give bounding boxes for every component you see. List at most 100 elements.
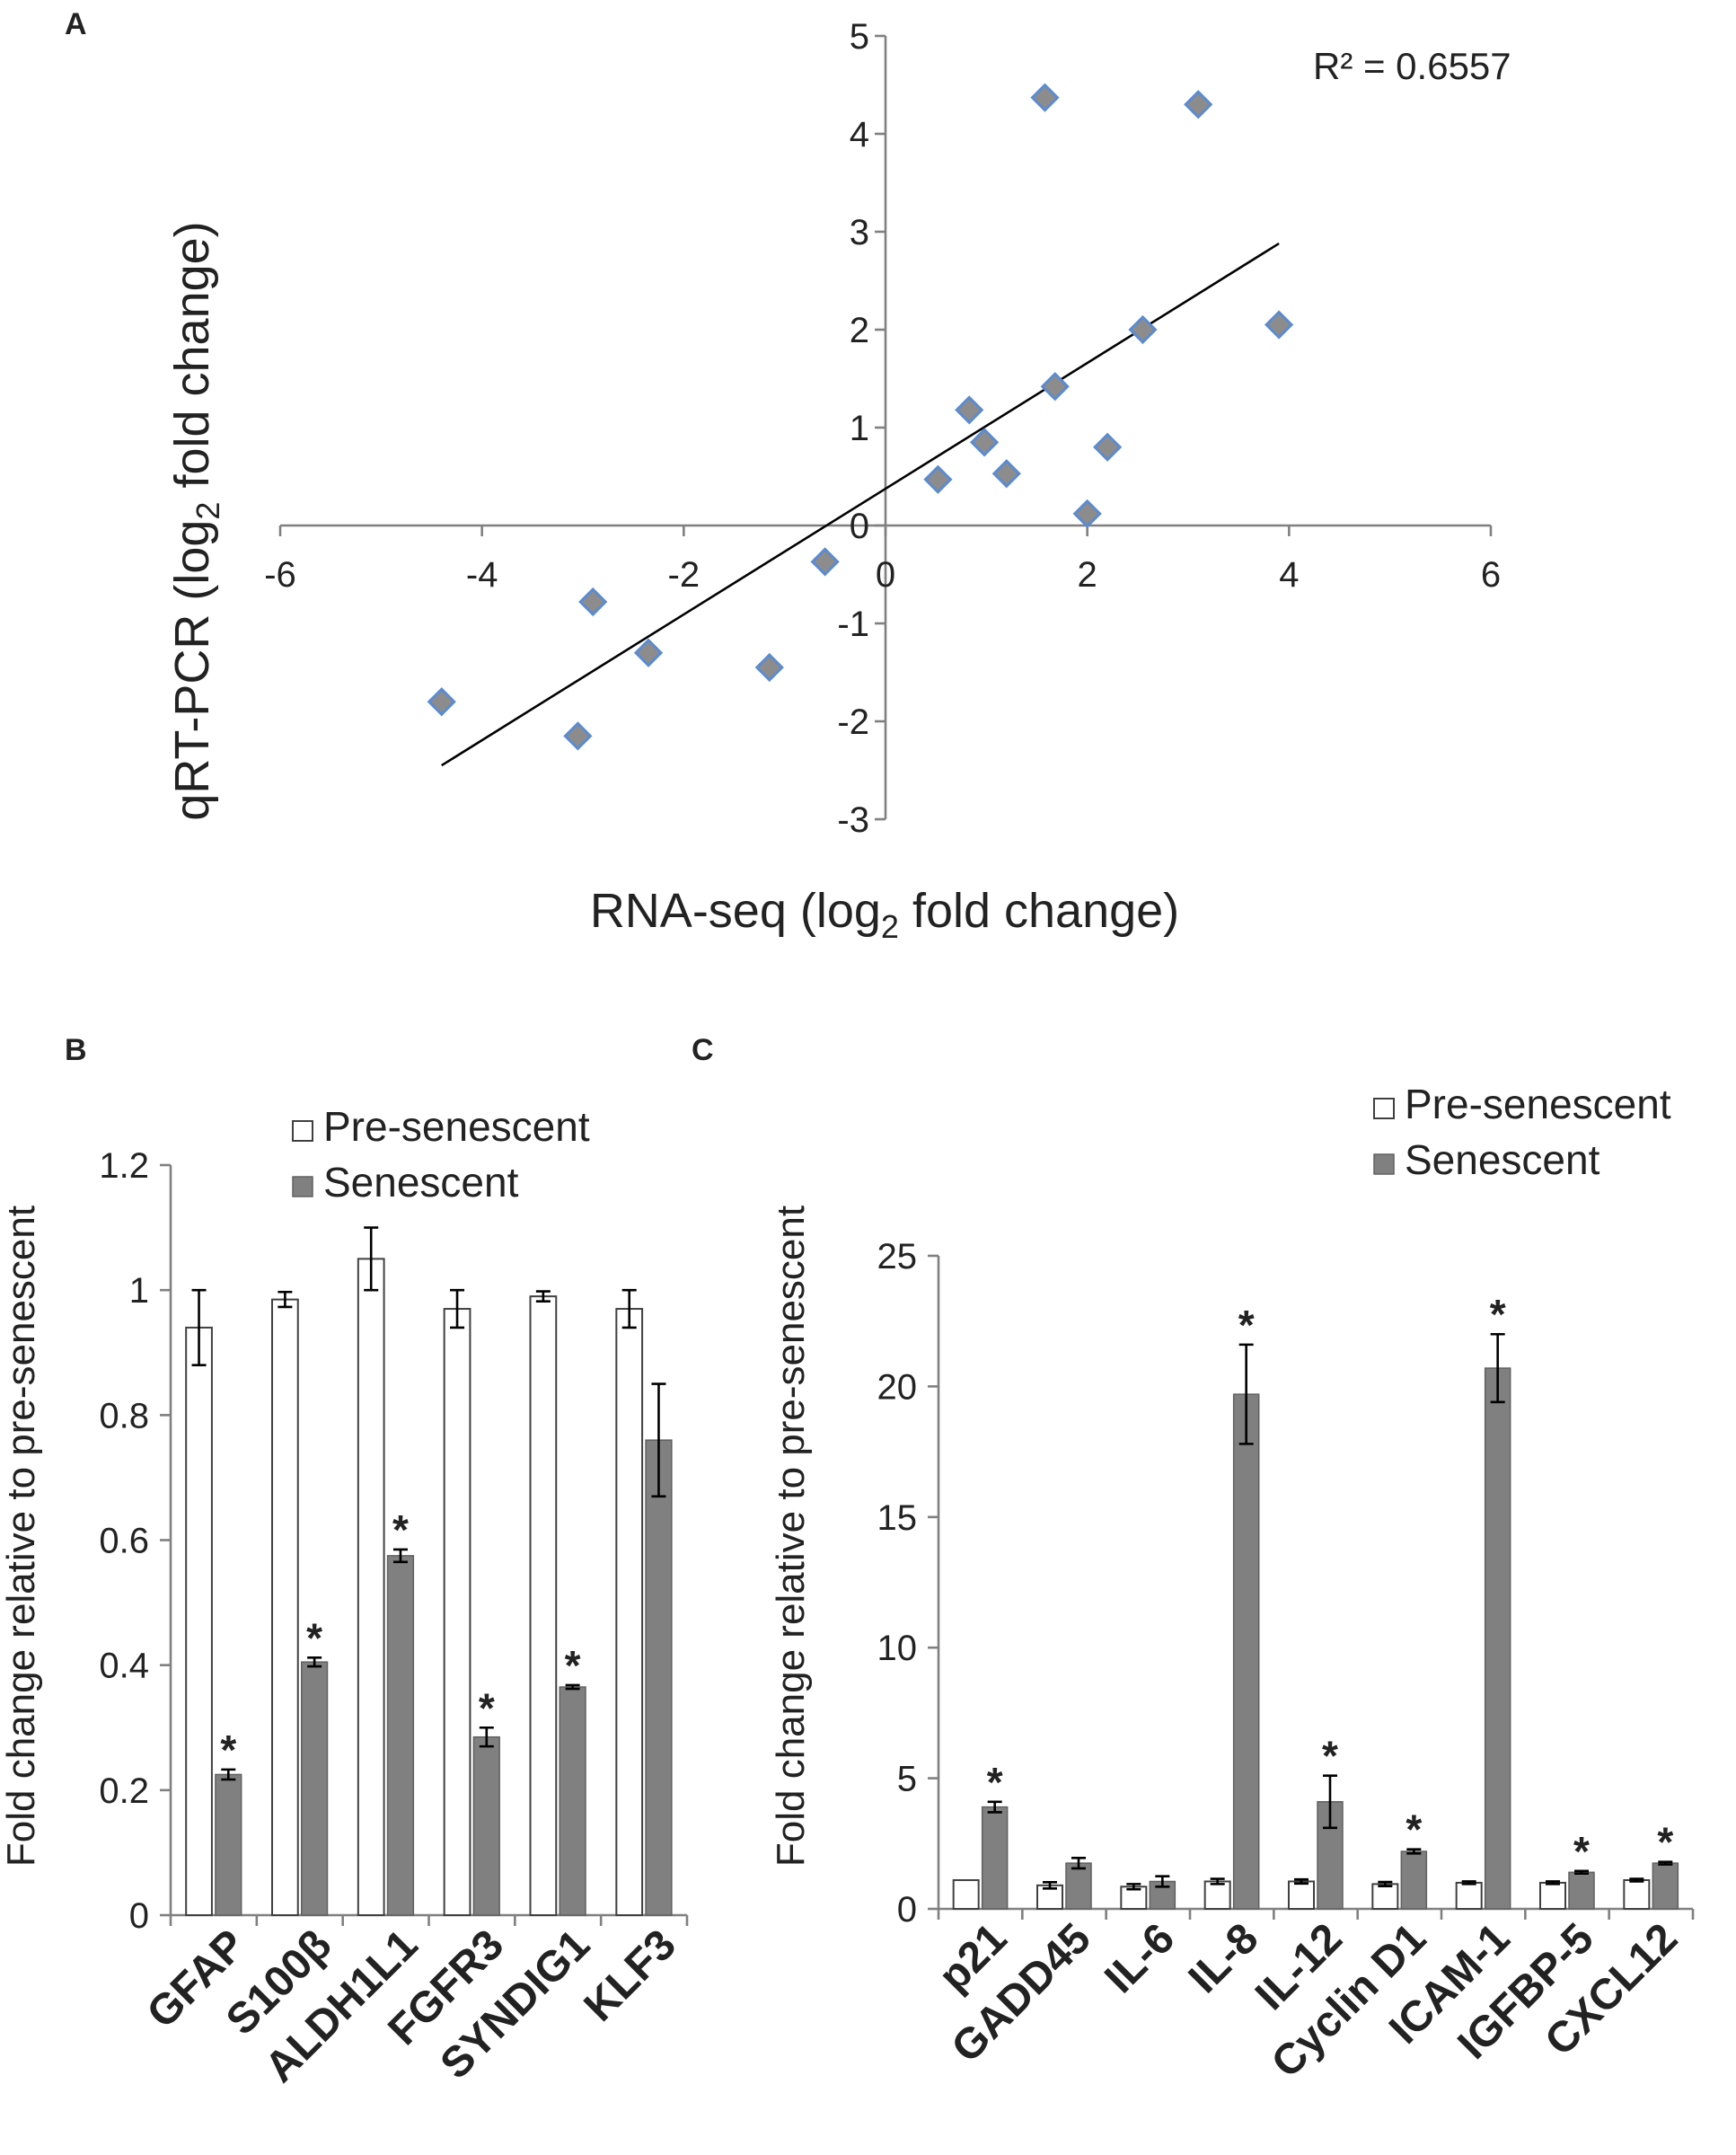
significance-marker: * (1406, 1806, 1422, 1853)
y-tick-label: 20 (877, 1367, 918, 1407)
bar-pre-senescent (357, 1258, 385, 1916)
y-tick-label: 1 (850, 409, 869, 448)
significance-marker: * (1238, 1302, 1255, 1348)
scatter-point (1030, 83, 1060, 112)
significance-marker: * (1657, 1819, 1673, 1866)
y-tick-label: 0 (129, 1896, 149, 1936)
bar-pre-senescent (529, 1295, 558, 1916)
bar-pre-senescent (185, 1326, 213, 1916)
error-bar (1155, 1875, 1170, 1888)
bar-senescent (1652, 1862, 1679, 1910)
scatter-point (991, 459, 1021, 489)
significance-marker: * (1322, 1733, 1338, 1780)
error-bar (191, 1288, 207, 1366)
y-tick-label: 5 (850, 17, 869, 57)
y-tick-label: 2 (850, 311, 869, 350)
y-tick-label: 5 (897, 1760, 917, 1799)
category-label: IL-6 (1096, 1914, 1184, 2002)
legend-label-senescent: Senescent (1405, 1136, 1600, 1183)
legend-swatch-pre-senescent (292, 1120, 313, 1142)
scatter-point (1128, 314, 1158, 345)
y-tick-label: 25 (877, 1237, 918, 1276)
scatter-point (563, 721, 593, 751)
y-tick-label: -3 (837, 800, 869, 840)
error-bar (221, 1768, 236, 1781)
scatter-point (955, 395, 984, 425)
error-bar (1490, 1332, 1505, 1404)
bar-pre-senescent (443, 1308, 471, 1916)
bar-senescent (559, 1686, 586, 1916)
x-tick-label: 0 (876, 555, 895, 595)
bar-senescent (1568, 1871, 1595, 1910)
y-tick-label: 15 (877, 1498, 918, 1538)
significance-marker: * (479, 1684, 495, 1731)
scatter-point (427, 687, 456, 717)
bar-chart-b: 00.20.40.60.811.2*GFAP*S100β*ALDH1L1*FGF… (0, 1103, 689, 2092)
bar-senescent (386, 1555, 415, 1916)
significance-marker: * (1573, 1828, 1590, 1875)
x-tick-label: -6 (264, 555, 296, 595)
bar-pre-senescent (952, 1879, 980, 1910)
significance-marker: * (1490, 1291, 1506, 1338)
error-bar (1210, 1877, 1225, 1886)
error-bar (1294, 1877, 1309, 1886)
bar-pre-senescent (271, 1298, 299, 1916)
bar-senescent (1484, 1367, 1511, 1910)
y-tick-label: 0.6 (99, 1522, 149, 1561)
significance-marker: * (565, 1642, 581, 1689)
y-tick-label: 1.2 (99, 1146, 149, 1186)
error-bar (1323, 1774, 1337, 1830)
bar-senescent (645, 1439, 673, 1916)
error-bar (1574, 1869, 1589, 1876)
panel-label-b: B (65, 1033, 87, 1067)
y-tick-label: -2 (837, 702, 869, 742)
error-bar (278, 1290, 293, 1309)
error-bar (535, 1290, 551, 1303)
significance-marker: * (306, 1614, 322, 1661)
panel-label-a: A (65, 7, 87, 41)
y-tick-label: 0 (850, 507, 869, 546)
bar-pre-senescent (1455, 1881, 1483, 1910)
bar-senescent (215, 1773, 242, 1916)
legend-swatch-pre-senescent (1373, 1098, 1395, 1119)
significance-marker: * (392, 1506, 409, 1553)
legend-label-pre-senescent: Pre-senescent (1405, 1081, 1671, 1127)
bar-pre-senescent (1371, 1883, 1399, 1911)
scatter-point (633, 638, 664, 667)
error-bar (987, 1800, 1002, 1814)
error-bar (565, 1683, 580, 1691)
category-label: KLF3 (576, 1921, 685, 2030)
error-bar (392, 1548, 408, 1564)
error-bar (1378, 1880, 1393, 1887)
bar-pre-senescent (1539, 1881, 1566, 1910)
y-tick-label: 10 (877, 1629, 918, 1668)
error-bar (1629, 1877, 1644, 1883)
y-axis-label: qRT-PCR (log2 fold change) (165, 221, 226, 820)
scatter-point (1093, 432, 1123, 462)
bar-senescent (301, 1661, 329, 1916)
y-tick-label: 0.4 (99, 1647, 149, 1686)
y-tick-label: 0.2 (99, 1771, 149, 1811)
legend-swatch-senescent (1373, 1153, 1395, 1175)
error-bar (450, 1288, 465, 1329)
bar-pre-senescent (1288, 1880, 1315, 1911)
y-tick-label: 0 (897, 1890, 917, 1930)
error-bar (307, 1656, 322, 1668)
scatter-point (923, 464, 953, 494)
error-bar (364, 1226, 379, 1292)
bar-pre-senescent (1623, 1879, 1651, 1910)
y-tick-label: -1 (837, 605, 869, 644)
significance-marker: * (987, 1759, 1003, 1806)
error-bar (1546, 1880, 1560, 1886)
scatter-point (1264, 310, 1294, 340)
x-axis-label: RNA-seq (log2 fold change) (590, 884, 1179, 945)
panel-label-c: C (692, 1033, 714, 1067)
error-bar (479, 1726, 494, 1748)
bar-senescent (1232, 1393, 1260, 1910)
scatter-point (969, 428, 1000, 457)
error-bar (1658, 1860, 1673, 1866)
bar-senescent (472, 1735, 500, 1916)
error-bar (1238, 1343, 1254, 1445)
bar-pre-senescent (615, 1308, 644, 1916)
